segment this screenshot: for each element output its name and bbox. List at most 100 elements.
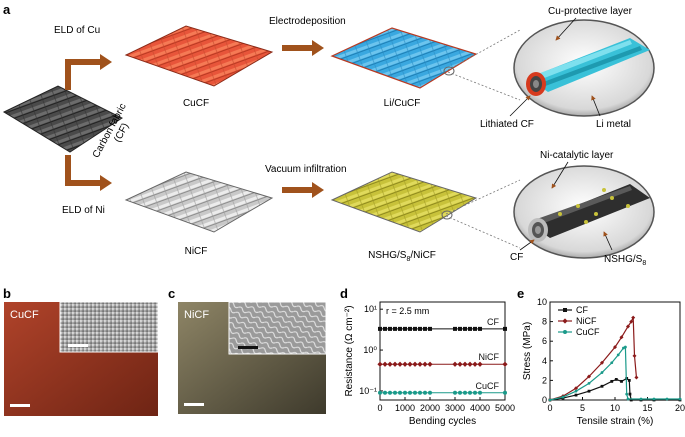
chart-d-point-CuCF: [388, 390, 392, 395]
chart-d-series-label-NiCF: NiCF: [479, 352, 500, 362]
chart-e-xtick-label: 15: [642, 403, 652, 413]
chart-d-xtick-label: 3000: [445, 403, 465, 413]
chart-e-legend-label-CF: CF: [576, 305, 588, 315]
chart-d-point-CuCF: [463, 390, 467, 395]
chart-d-point-CuCF: [473, 390, 477, 395]
chart-d-point-NiCF: [397, 361, 403, 367]
chart-e-point-NiCF: [634, 375, 639, 380]
chart-d-point-NiCF: [392, 361, 398, 367]
chart-d-point-CF: [378, 326, 382, 331]
chart-e-point-NiCF: [574, 386, 578, 391]
chart-d-point-CF: [463, 326, 467, 331]
chart-e-point-CuCF: [610, 361, 614, 365]
chart-e-legend-label-CuCF: CuCF: [576, 327, 600, 337]
chart-e-line-NiCF: [549, 317, 638, 401]
chart-e-point-NiCF: [587, 374, 591, 379]
chart-d-point-CF: [423, 326, 427, 331]
chart-d-series: [377, 326, 508, 395]
chart-d-xtick-label: 1000: [395, 403, 415, 413]
chart-e-point-CuCF: [678, 397, 682, 401]
chart-d-xtick-label: 5000: [495, 403, 515, 413]
chart-d-ytick-label: 10⁰: [363, 345, 377, 355]
chart-d-ytick-label: 10¹: [364, 304, 377, 314]
chart-d-series-label-CF: CF: [487, 317, 499, 327]
chart-d: d 0 1000 2000 3000 4000 5000 10⁻¹ 10⁰ 10¹ CF NiCF…: [340, 286, 515, 427]
chart-d-ticks: 0 1000 2000 3000 4000 5000 10⁻¹ 10⁰ 10¹: [359, 304, 515, 413]
chart-e-point-CuCF: [574, 389, 578, 393]
chart-e-point-NiCF: [631, 315, 636, 320]
chart-d-point-CuCF: [383, 390, 387, 395]
nshg-s8-nicf-label: NSHG/S8/NiCF: [368, 250, 436, 263]
panel-d-label: d: [340, 286, 348, 301]
chart-d-point-CF: [388, 326, 392, 331]
branch-arrow-down-head: [100, 175, 112, 191]
panel-a: a Carbon fabric (CF) ELD of Cu ELD of Ni…: [2, 2, 655, 267]
chart-d-point-NiCF: [402, 361, 408, 367]
chart-e-point-CuCF: [600, 371, 604, 374]
chart-e-point-CuCF: [616, 353, 620, 357]
chart-e-xlabel: Tensile strain (%): [577, 416, 654, 427]
nicf-sheet: [124, 171, 274, 233]
chart-d-series-labels: CF NiCF CuCF: [475, 317, 499, 391]
chart-d-point-NiCF: [452, 361, 458, 367]
cucf-sem-inset: [59, 301, 159, 353]
cucf-label: CuCF: [183, 98, 209, 109]
chart-e-legend-marker-CF: [563, 308, 567, 312]
panel-c: c NiCF: [168, 286, 327, 414]
chart-e-point-CuCF: [639, 397, 643, 401]
chart-e-point-CF: [628, 392, 632, 396]
chart-d-frame: [379, 301, 506, 401]
chart-e-line-CF: [549, 377, 680, 401]
cucf-scale-bar: [10, 404, 30, 407]
chart-d-point-CuCF: [468, 390, 472, 395]
chart-d-annotation: r = 2.5 mm: [386, 306, 429, 316]
chart-e-ytick-label: 0: [542, 395, 547, 405]
chart-d-xtick-label: 4000: [470, 403, 490, 413]
chart-d-point-CF: [453, 326, 457, 331]
panel-a-label: a: [3, 2, 11, 17]
li-cucf-sheet: [330, 27, 478, 89]
chart-e-point-CuCF: [625, 392, 629, 396]
cucf-sheet: [124, 25, 274, 87]
chart-d-point-NiCF: [427, 361, 433, 367]
chart-d-point-CF: [418, 326, 422, 331]
panel-c-label: c: [168, 286, 175, 301]
chart-e-xtick-label: 5: [580, 403, 585, 413]
chart-e-xtick-label: 0: [547, 403, 552, 413]
chart-e-ylabel: Stress (MPa): [522, 322, 533, 380]
chart-e-point-CuCF: [587, 381, 591, 385]
chart-e-ticks: 0 5 10 15 20 0 2 4 6 8 10: [537, 297, 685, 413]
ni-fiber-illustration: [528, 184, 650, 242]
nicf-scale-bar: [184, 403, 204, 406]
chart-e-ytick-label: 4: [542, 356, 547, 366]
chart-e-point-CF: [627, 379, 631, 382]
cucf-photo-label: CuCF: [10, 309, 39, 321]
nicf-label: NiCF: [185, 246, 208, 257]
chart-e-ytick-label: 2: [542, 375, 547, 385]
chart-e-point-CF: [587, 389, 591, 393]
vacuum-infiltration-label: Vacuum infiltration: [265, 164, 347, 175]
chart-e-point-CF: [574, 393, 578, 397]
chart-e-point-CF: [620, 379, 623, 383]
chart-d-point-NiCF: [417, 361, 423, 367]
chart-d-point-NiCF: [472, 361, 478, 367]
chart-d-point-CuCF: [408, 390, 412, 395]
chart-d-point-CuCF: [503, 390, 507, 395]
chart-e-point-CF: [629, 398, 633, 402]
chart-d-point-NiCF: [502, 361, 508, 367]
chart-d-point-CuCF: [428, 390, 432, 395]
chart-e-point-NiCF: [619, 335, 624, 340]
chart-d-point-CuCF: [403, 390, 407, 395]
chart-e-legend-marker-CuCF: [563, 330, 567, 334]
chart-d-point-CF: [398, 326, 402, 331]
chart-d-point-CF: [503, 326, 507, 331]
eld-cu-label: ELD of Cu: [54, 25, 100, 36]
chart-e-point-CuCF: [626, 397, 630, 401]
chart-e-xtick-label: 10: [610, 403, 620, 413]
li-metal-label: Li metal: [596, 119, 631, 130]
branch-arrow-up: [65, 59, 100, 90]
chart-d-xtick-label: 2000: [420, 403, 440, 413]
nicf-inset-scale-bar: [238, 346, 258, 349]
cu-protective-layer-label: Cu-protective layer: [548, 6, 633, 17]
